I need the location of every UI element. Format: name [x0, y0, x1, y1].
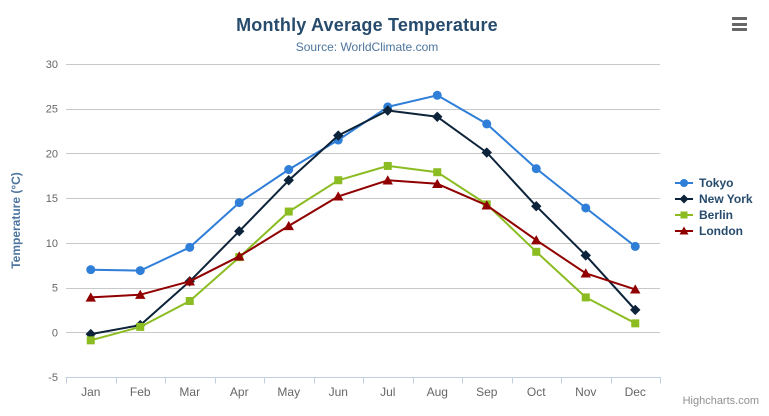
data-point-new-york-Sep[interactable] — [481, 147, 492, 158]
hamburger-icon — [732, 17, 747, 20]
data-point-new-york-May[interactable] — [283, 175, 294, 186]
data-point-tokyo-Oct[interactable] — [531, 164, 541, 174]
data-point-new-york-Apr[interactable] — [234, 226, 245, 237]
data-point-berlin-Nov[interactable] — [581, 293, 590, 302]
y-tick-label: 25 — [46, 104, 58, 116]
x-tick-label: Jun — [329, 385, 348, 399]
data-point-tokyo-Feb[interactable] — [135, 266, 145, 276]
y-tick-label: 30 — [46, 59, 58, 71]
legend-item-london[interactable]: London — [674, 223, 753, 239]
x-tick-label: Aug — [427, 385, 448, 399]
data-point-berlin-Feb[interactable] — [136, 322, 145, 331]
data-point-tokyo-Aug[interactable] — [432, 90, 442, 100]
data-point-tokyo-Apr[interactable] — [234, 198, 244, 208]
data-point-london-Dec[interactable] — [630, 284, 641, 294]
data-point-london-Apr[interactable] — [234, 251, 245, 261]
legend-item-new-york[interactable]: New York — [674, 191, 753, 207]
data-point-tokyo-Jan[interactable] — [86, 265, 96, 275]
y-axis-labels: -5 0 5 10 15 20 25 30 — [46, 59, 58, 384]
data-point-tokyo-May[interactable] — [284, 165, 294, 175]
triangle-legend-icon — [675, 226, 693, 235]
data-point-new-york-Aug[interactable] — [432, 111, 443, 122]
x-tick-label: Feb — [130, 385, 151, 399]
data-point-tokyo-Nov[interactable] — [581, 203, 591, 213]
data-point-london-Jan[interactable] — [85, 292, 96, 302]
data-point-new-york-Jun[interactable] — [333, 130, 344, 141]
x-axis — [65, 377, 661, 384]
x-tick-label: Nov — [575, 385, 596, 399]
x-tick-label: Apr — [230, 385, 249, 399]
data-point-london-Jul[interactable] — [382, 175, 393, 185]
legend-label: Tokyo — [699, 176, 734, 190]
data-point-tokyo-Mar[interactable] — [185, 242, 195, 252]
legend-label: Berlin — [699, 208, 734, 222]
series-line-london — [89, 179, 637, 299]
legend-item-berlin[interactable]: Berlin — [674, 207, 753, 223]
data-point-new-york-Dec[interactable] — [630, 304, 641, 316]
series-new-york[interactable] — [85, 105, 641, 340]
data-point-berlin-Dec[interactable] — [631, 319, 640, 328]
data-point-london-May[interactable] — [283, 220, 294, 231]
y-tick-label: -5 — [48, 372, 58, 384]
data-point-berlin-Aug[interactable] — [433, 168, 442, 177]
legend: Tokyo New York Berlin London — [674, 175, 753, 239]
data-point-tokyo-Sep[interactable] — [482, 119, 492, 129]
data-point-berlin-Mar[interactable] — [185, 296, 194, 305]
x-tick-label: Sep — [476, 385, 498, 399]
square-legend-icon — [675, 211, 693, 219]
y-tick-label: 10 — [46, 238, 58, 250]
x-tick-label: Oct — [527, 385, 546, 399]
data-point-london-Feb[interactable] — [135, 289, 146, 299]
data-point-berlin-Jul[interactable] — [383, 161, 392, 170]
y-axis-title: Temperature (°C) — [9, 172, 23, 269]
y-tick-label: 5 — [52, 283, 58, 295]
diamond-legend-icon — [675, 194, 693, 204]
series-line-tokyo — [89, 94, 637, 272]
data-point-london-Oct[interactable] — [531, 235, 542, 245]
data-point-new-york-Oct[interactable] — [531, 200, 542, 212]
x-tick-label: Mar — [179, 385, 200, 399]
series-berlin[interactable] — [86, 161, 640, 345]
data-point-london-Mar[interactable] — [184, 276, 195, 286]
grid-lines — [66, 64, 660, 333]
chart-subtitle: Source: WorldClimate.com — [295, 40, 439, 54]
data-point-london-Sep[interactable] — [481, 200, 492, 210]
legend-item-tokyo[interactable]: Tokyo — [674, 175, 753, 191]
data-point-london-Nov[interactable] — [580, 268, 591, 278]
series-london[interactable] — [85, 175, 641, 302]
series-line-new-york — [89, 109, 637, 336]
data-point-london-Jun[interactable] — [333, 191, 344, 201]
series-tokyo[interactable] — [86, 90, 640, 276]
data-point-london-Aug[interactable] — [432, 178, 443, 189]
data-point-tokyo-Dec[interactable] — [630, 241, 640, 251]
x-tick-label: Jul — [380, 385, 395, 399]
credits-link[interactable]: Highcharts.com — [682, 395, 759, 407]
context-menu-button[interactable] — [732, 17, 747, 31]
data-point-berlin-Jun[interactable] — [334, 176, 343, 185]
y-tick-label: 20 — [46, 148, 58, 160]
x-tick-label: Dec — [625, 385, 646, 399]
x-tick-label: May — [277, 385, 300, 399]
legend-label: London — [699, 224, 743, 238]
data-point-new-york-Nov[interactable] — [580, 250, 591, 261]
series-line-berlin — [89, 164, 637, 342]
x-tick-label: Jan — [81, 385, 100, 399]
x-axis-labels: Jan Feb Mar Apr May Jun Jul Aug Sep Oct Nov Dec — [81, 385, 646, 399]
data-point-berlin-May[interactable] — [284, 207, 293, 216]
data-point-berlin-Oct[interactable] — [532, 247, 541, 256]
chart-title: Monthly Average Temperature — [236, 15, 498, 35]
y-tick-label: 15 — [46, 193, 58, 205]
data-point-berlin-Jan[interactable] — [86, 336, 95, 345]
data-point-new-york-Jul[interactable] — [382, 105, 393, 116]
y-tick-label: 0 — [52, 327, 58, 339]
circle-legend-icon — [675, 179, 693, 187]
legend-label: New York — [699, 192, 753, 206]
